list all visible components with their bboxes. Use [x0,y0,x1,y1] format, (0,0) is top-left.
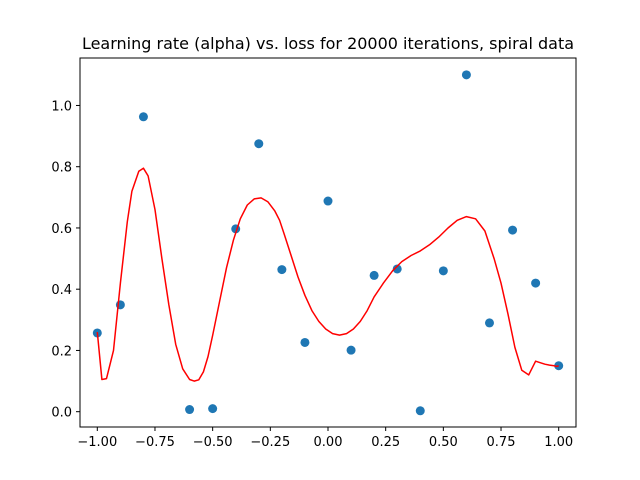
y-tick-label: 1.0 [51,99,72,114]
data-point [138,112,148,122]
x-tick-label: −0.50 [193,435,233,450]
plot-area [92,70,564,416]
data-point [185,405,195,415]
y-tick-label: 0.8 [51,161,72,176]
data-point [392,264,402,274]
y-tick-label: 0.0 [51,406,72,421]
data-point [484,318,494,328]
x-tick-label: −1.00 [77,435,117,450]
data-point [554,361,564,371]
chart-title: Learning rate (alpha) vs. loss for 20000… [82,34,574,53]
y-tick-label: 0.2 [51,344,72,359]
x-tick-label: −0.75 [135,435,175,450]
fit-curve-line [96,167,559,382]
x-tick-label: −0.25 [250,435,290,450]
x-tick-label: 1.00 [544,435,573,450]
data-point [531,278,541,288]
data-point [300,337,310,347]
x-tick-label: 0.50 [429,435,458,450]
data-point [438,266,448,276]
x-tick-label: 0.25 [371,435,400,450]
data-point [323,196,333,206]
y-tick-label: 0.4 [51,283,72,298]
data-point [346,345,356,355]
x-axis: −1.00 −0.75 −0.50 −0.25 0.00 0.25 0.50 0.75 1.00 [77,427,573,450]
x-tick-label: 0.00 [314,435,343,450]
data-point [277,265,287,275]
data-point [369,270,379,280]
x-tick-label: 0.75 [487,435,516,450]
y-axis: 0.0 0.2 0.4 0.6 0.8 1.0 [51,99,80,421]
data-point [254,139,264,149]
data-point [208,404,218,414]
data-point [461,70,471,80]
data-point [415,406,425,416]
data-point [508,225,518,235]
axes-frame [79,57,577,428]
y-tick-label: 0.6 [51,222,72,237]
